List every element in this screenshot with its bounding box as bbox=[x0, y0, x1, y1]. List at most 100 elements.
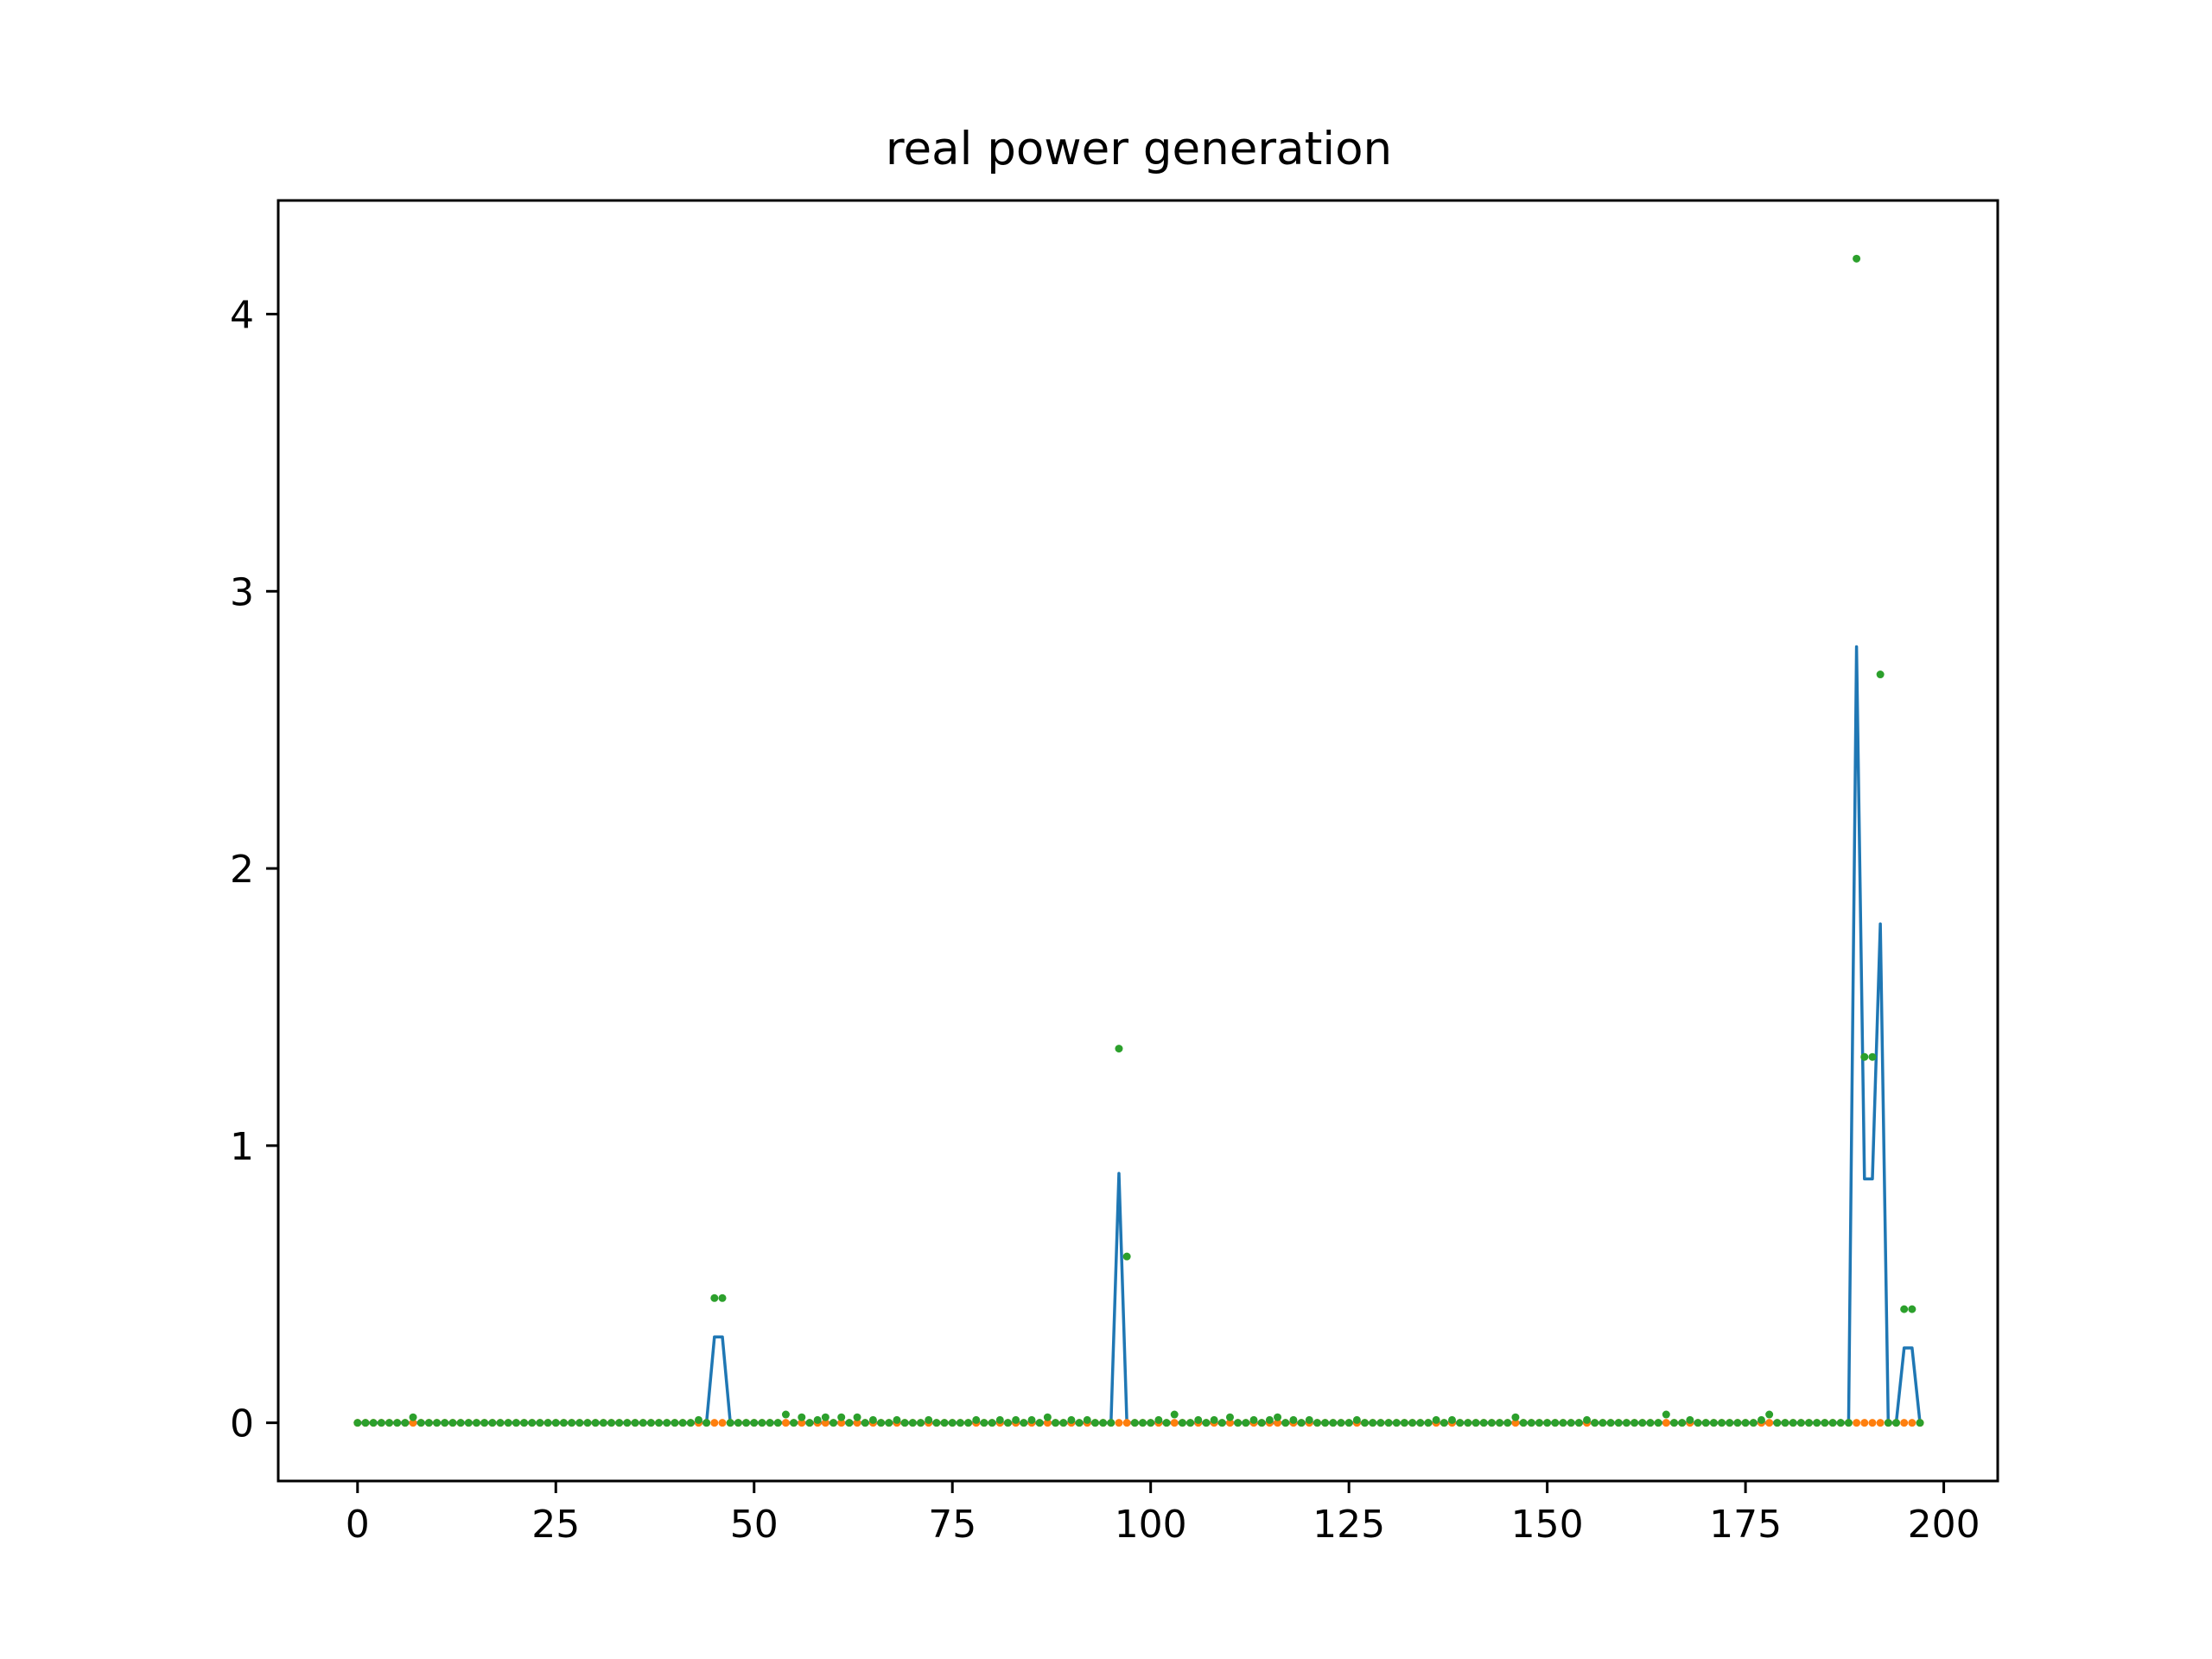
series-2-point bbox=[1916, 1419, 1924, 1427]
series-2-point bbox=[646, 1419, 655, 1427]
series-2-point bbox=[1583, 1415, 1592, 1424]
series-2-point bbox=[1456, 1419, 1465, 1427]
series-2-point bbox=[1170, 1410, 1179, 1419]
series-2-point bbox=[1686, 1415, 1694, 1424]
series-2-point bbox=[1757, 1415, 1765, 1424]
series-2-point bbox=[1115, 1045, 1123, 1053]
axis-layer: 0 25 50 75 100 125 150 175 200 0 1 2 3 4 bbox=[230, 294, 1980, 1547]
series-2-point bbox=[671, 1419, 679, 1427]
series-2-point bbox=[702, 1419, 711, 1427]
series-2-point bbox=[1099, 1419, 1108, 1427]
x-tick-label: 125 bbox=[1313, 1503, 1385, 1547]
series-2-point bbox=[1122, 1252, 1131, 1261]
series-2-point bbox=[1154, 1415, 1163, 1424]
series-2-point bbox=[766, 1419, 774, 1427]
series-2-point bbox=[1813, 1419, 1821, 1427]
series-2-point bbox=[631, 1419, 639, 1427]
series-2-point bbox=[1274, 1413, 1282, 1421]
y-tick-label: 2 bbox=[230, 848, 254, 892]
series-2-point bbox=[798, 1413, 806, 1421]
series-2-point bbox=[1567, 1419, 1575, 1427]
series-2-point bbox=[1313, 1419, 1321, 1427]
series-2-point bbox=[1329, 1419, 1338, 1427]
series-2-point bbox=[1027, 1415, 1036, 1424]
series-2-point bbox=[877, 1419, 886, 1427]
series-2-point bbox=[1884, 1419, 1892, 1427]
series-2-point bbox=[853, 1413, 861, 1421]
series-1-point bbox=[1860, 1419, 1869, 1427]
chart-title: real power generation bbox=[886, 123, 1392, 175]
series-1-point bbox=[1122, 1419, 1131, 1427]
series-2-point bbox=[615, 1419, 624, 1427]
series-2-point bbox=[1836, 1419, 1845, 1427]
series-2-point bbox=[393, 1419, 402, 1427]
series-2-point bbox=[551, 1419, 560, 1427]
series-2-point bbox=[1186, 1419, 1195, 1427]
series-2-point bbox=[1281, 1419, 1290, 1427]
y-tick-label: 0 bbox=[230, 1402, 254, 1446]
series-2-point bbox=[1614, 1419, 1623, 1427]
series-2-point bbox=[885, 1419, 893, 1427]
series-2-point bbox=[1487, 1419, 1496, 1427]
series-2-point bbox=[1511, 1413, 1520, 1421]
series-1-point bbox=[781, 1419, 790, 1427]
series-2-point bbox=[353, 1419, 362, 1427]
series-2-point bbox=[568, 1419, 576, 1427]
series-2-point bbox=[416, 1419, 425, 1427]
series-2-point bbox=[718, 1294, 727, 1302]
series-2-point bbox=[1432, 1415, 1440, 1424]
series-2-point bbox=[1234, 1419, 1243, 1427]
series-2-point bbox=[1701, 1419, 1710, 1427]
series-2-point bbox=[694, 1415, 702, 1424]
series-2-point bbox=[868, 1415, 877, 1424]
series-2-point bbox=[1479, 1419, 1488, 1427]
series-2-point bbox=[1678, 1419, 1687, 1427]
series-2-point bbox=[1035, 1419, 1044, 1427]
series-2-point bbox=[591, 1419, 600, 1427]
x-tick-label: 100 bbox=[1115, 1503, 1187, 1547]
series-2-point bbox=[805, 1419, 814, 1427]
series-2-point bbox=[1471, 1419, 1480, 1427]
series-2-point bbox=[1622, 1419, 1630, 1427]
series-2-point bbox=[1257, 1419, 1266, 1427]
series-2-point bbox=[1369, 1419, 1377, 1427]
series-2-point bbox=[369, 1419, 378, 1427]
series-2-point bbox=[1408, 1419, 1417, 1427]
series-2-point bbox=[1012, 1415, 1020, 1424]
series-2-point bbox=[893, 1415, 901, 1424]
series-2-point bbox=[940, 1419, 949, 1427]
series-2-point bbox=[528, 1419, 537, 1427]
series-2-point bbox=[1551, 1419, 1560, 1427]
series-2-point bbox=[956, 1419, 964, 1427]
series-2-point bbox=[988, 1419, 996, 1427]
series-2-point bbox=[1090, 1419, 1099, 1427]
series-2-point bbox=[1868, 1052, 1877, 1061]
series-2-point bbox=[1773, 1419, 1782, 1427]
series-2-point bbox=[1043, 1413, 1052, 1421]
series-1-point bbox=[1662, 1419, 1670, 1427]
series-2-point bbox=[1789, 1419, 1797, 1427]
series-2-point bbox=[1265, 1415, 1274, 1424]
series-1-point bbox=[409, 1419, 417, 1427]
series-2-point bbox=[504, 1419, 512, 1427]
series-2-point bbox=[512, 1419, 520, 1427]
series-2-point bbox=[1574, 1419, 1583, 1427]
x-tick-label: 25 bbox=[531, 1503, 580, 1547]
series-2-point bbox=[1464, 1419, 1472, 1427]
series-2-point bbox=[1527, 1419, 1535, 1427]
series-1-point bbox=[1876, 1419, 1885, 1427]
series-layer bbox=[353, 254, 1924, 1427]
series-2-point bbox=[925, 1415, 933, 1424]
series-2-point bbox=[1876, 671, 1885, 679]
series-2-point bbox=[980, 1419, 988, 1427]
x-tick-label: 200 bbox=[1908, 1503, 1980, 1547]
series-2-point bbox=[1400, 1419, 1408, 1427]
series-2-point bbox=[1344, 1419, 1353, 1427]
series-1-point bbox=[853, 1419, 861, 1427]
series-2-point bbox=[433, 1419, 442, 1427]
series-2-point bbox=[790, 1419, 798, 1427]
series-2-point bbox=[1796, 1419, 1805, 1427]
x-tick-label: 150 bbox=[1511, 1503, 1584, 1547]
series-2-point bbox=[830, 1419, 838, 1427]
